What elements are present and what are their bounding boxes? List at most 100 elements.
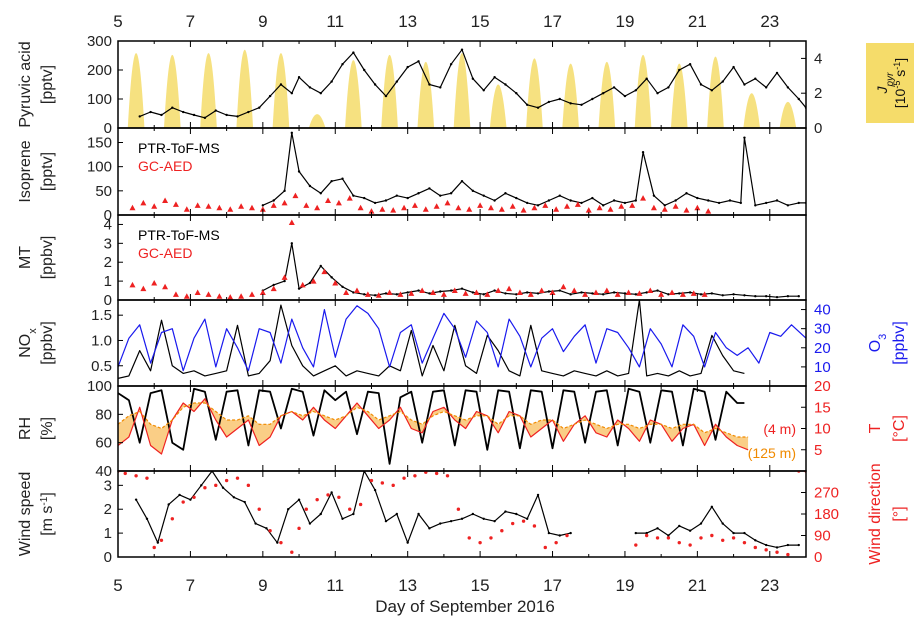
- series-line: [262, 132, 806, 206]
- data-point-triangle: [614, 291, 621, 297]
- data-point: [667, 534, 670, 537]
- rh-y-axis-label: RH [%]: [17, 417, 56, 440]
- data-point-triangle: [582, 291, 589, 297]
- data-point: [384, 292, 388, 295]
- series-line: [118, 387, 745, 465]
- data-point: [721, 80, 724, 83]
- data-point-triangle: [701, 291, 708, 297]
- data-point-triangle: [549, 289, 556, 295]
- data-point-dot: [224, 478, 229, 483]
- data-point: [189, 498, 192, 501]
- data-point: [652, 194, 656, 197]
- data-point: [764, 201, 768, 205]
- y-label-line-1: Pyruvic acid: [17, 41, 34, 127]
- data-point-triangle: [672, 203, 679, 209]
- data-point: [297, 287, 301, 290]
- data-point: [743, 136, 746, 139]
- x-axis-label: Day of September 2016: [375, 597, 555, 616]
- data-point: [149, 110, 152, 114]
- bottom-x-tick-label: 9: [258, 576, 267, 595]
- bottom-x-tick-labels: 5 7 9 11 13 15 17 19 21 23: [113, 576, 779, 595]
- data-point: [428, 527, 431, 530]
- data-point: [707, 199, 710, 202]
- data-point: [591, 196, 594, 200]
- y-tick-label: 3: [104, 477, 112, 494]
- j-pyr-daily-shape: [707, 56, 724, 128]
- data-point-triangle: [516, 289, 523, 295]
- data-point-triangle: [538, 287, 545, 294]
- data-point-triangle: [183, 293, 190, 299]
- j-pyr-daily-shape: [743, 93, 761, 128]
- y2-tick-label: 10: [814, 421, 831, 438]
- data-point: [674, 199, 677, 202]
- data-point-triangle: [140, 285, 147, 292]
- data-point: [786, 86, 790, 89]
- data-point-triangle: [473, 289, 480, 295]
- data-point: [754, 204, 757, 207]
- data-point: [395, 194, 399, 197]
- top-x-tick-label: 15: [471, 12, 490, 31]
- data-point: [482, 517, 485, 520]
- top-x-tick-label: 7: [186, 12, 195, 31]
- data-point-triangle: [259, 206, 266, 212]
- data-point-triangle: [433, 203, 440, 209]
- data-point: [710, 89, 714, 92]
- data-point: [786, 543, 790, 547]
- data-point: [504, 292, 507, 295]
- y-tick-label: 1: [104, 273, 112, 290]
- data-point: [460, 517, 464, 520]
- data-point: [352, 291, 355, 294]
- y-label-line-2: [pptv]: [39, 65, 56, 104]
- data-point: [330, 491, 333, 494]
- data-point: [612, 86, 616, 89]
- data-point: [504, 510, 507, 513]
- data-point: [678, 292, 681, 295]
- data-point: [634, 293, 638, 296]
- data-point: [341, 517, 344, 520]
- isoprene-plot-area: [129, 131, 806, 214]
- data-point-triangle: [571, 287, 578, 294]
- data-point: [569, 531, 572, 535]
- y-tick-label: 80: [95, 406, 112, 423]
- data-point: [460, 287, 464, 290]
- data-point: [225, 113, 228, 117]
- wind-y2-axis-label: Wind direction [°]: [867, 463, 908, 564]
- data-point: [696, 196, 699, 200]
- data-point: [482, 194, 485, 197]
- data-point: [439, 290, 442, 293]
- data-point: [160, 113, 163, 117]
- y2-tick-label: 30: [814, 321, 831, 338]
- data-point-dot: [413, 474, 417, 478]
- data-point-triangle: [129, 204, 136, 211]
- data-point-triangle: [368, 208, 375, 214]
- wind-plot-area: [118, 471, 806, 557]
- data-point-triangle: [194, 202, 201, 208]
- top-x-tick-label: 17: [543, 12, 562, 31]
- data-point: [710, 292, 714, 295]
- data-point-triangle: [661, 206, 668, 212]
- data-point: [775, 546, 779, 549]
- data-point: [641, 150, 645, 154]
- data-point: [754, 295, 757, 298]
- series-line: [118, 305, 806, 372]
- pyruvic-plot-area: [127, 48, 806, 128]
- y-tick-label: 0: [104, 292, 112, 309]
- data-point: [276, 541, 279, 544]
- data-point: [330, 80, 333, 83]
- data-point-triangle: [705, 208, 712, 214]
- data-point: [558, 289, 561, 292]
- data-point: [417, 60, 420, 63]
- data-point: [428, 292, 431, 295]
- top-x-tick-label: 11: [326, 12, 344, 31]
- data-point: [395, 80, 399, 83]
- data-point: [558, 534, 561, 537]
- y-label-line-1: MT: [17, 246, 34, 269]
- data-point: [699, 522, 703, 525]
- j-pyr-axis-label: Jpyr[10-5 s-1]: [874, 58, 908, 108]
- y-tick-label: 1: [104, 525, 112, 542]
- data-point: [504, 192, 507, 195]
- data-point: [536, 106, 540, 109]
- data-point-dot: [145, 476, 149, 480]
- data-point: [268, 94, 272, 98]
- data-point-dot: [268, 529, 272, 533]
